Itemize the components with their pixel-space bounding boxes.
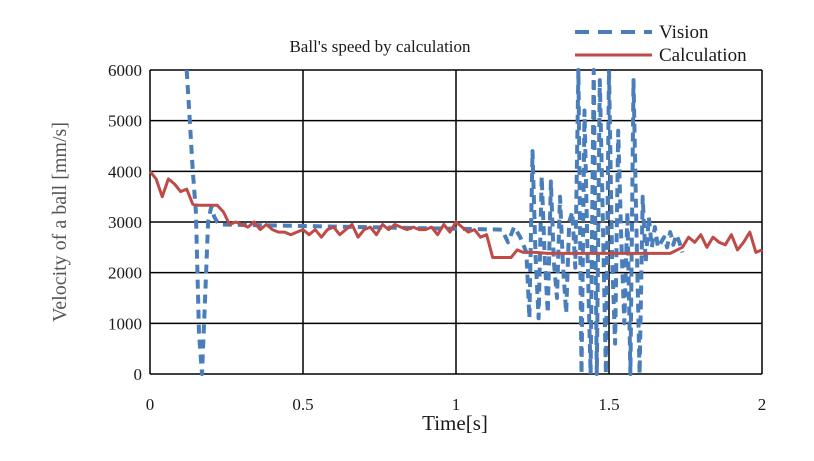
y-tick-label: 5000 — [108, 112, 142, 131]
y-tick-label: 2000 — [108, 264, 142, 283]
x-tick-label: 1.5 — [598, 395, 619, 414]
x-axis-label: Time[s] — [422, 411, 488, 435]
series-line-calculation — [148, 170, 763, 259]
x-tick-label: 2 — [758, 395, 767, 414]
x-tick-label: 0.5 — [292, 395, 313, 414]
legend-vision-label: Vision — [659, 22, 709, 43]
plot-lines — [148, 68, 763, 376]
y-axis-label: Velocity of a ball [mm/s] — [49, 122, 71, 322]
legend: Vision Calculation — [575, 22, 747, 66]
legend-calculation-label: Calculation — [659, 45, 747, 66]
series-line-vision — [184, 68, 685, 376]
x-tick-label: 1 — [452, 395, 461, 414]
y-tick-label: 4000 — [108, 162, 142, 181]
chart-title: Ball's speed by calculation — [289, 37, 471, 56]
y-tick-label: 1000 — [108, 314, 142, 333]
y-tick-label: 0 — [134, 365, 143, 384]
tick-labels: 0 1000 2000 3000 4000 5000 6000 0 0.5 1 1.5 2 — [108, 61, 766, 414]
y-tick-label: 3000 — [108, 213, 142, 232]
y-tick-label: 6000 — [108, 61, 142, 80]
x-tick-label: 0 — [146, 395, 155, 414]
